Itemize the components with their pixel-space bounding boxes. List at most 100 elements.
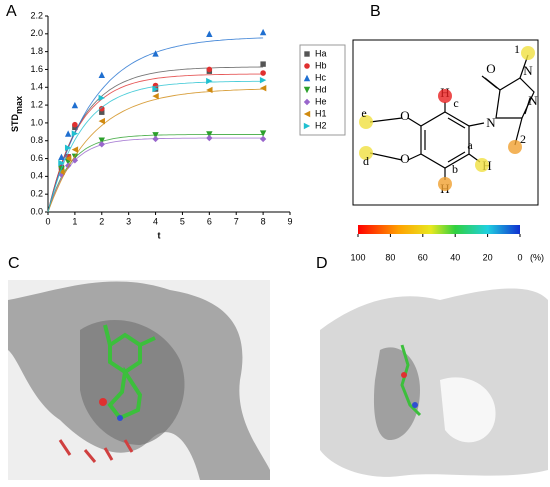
scale-tick-label: 0 <box>517 252 522 262</box>
site-label: 2 <box>520 132 526 146</box>
marker <box>98 94 105 102</box>
x-axis-label: t <box>158 230 161 240</box>
x-tick-label: 3 <box>126 216 131 226</box>
scale-tick-label: 80 <box>385 252 395 262</box>
marker <box>71 130 79 137</box>
scale-tick-label: 20 <box>483 252 493 262</box>
site-label: b <box>452 162 458 176</box>
panel-c-image <box>8 280 270 480</box>
y-tick-label: 1.0 <box>30 117 43 127</box>
scale-tick-label: 100 <box>350 252 365 262</box>
marker <box>58 153 65 160</box>
marker <box>259 130 267 137</box>
marker <box>71 157 79 164</box>
site-highlight <box>475 158 489 172</box>
site-label: a <box>467 138 473 152</box>
fit-curve <box>47 66 264 213</box>
marker <box>58 168 65 176</box>
marker <box>64 130 72 137</box>
marker <box>71 101 79 109</box>
site-highlight <box>438 177 452 191</box>
marker <box>304 51 310 57</box>
site-highlight <box>521 46 535 60</box>
site-label: 1 <box>514 42 520 56</box>
atom-label: O <box>486 61 495 76</box>
marker <box>303 110 311 118</box>
panel-label: B <box>370 3 381 20</box>
site-highlight <box>508 140 522 154</box>
marker <box>98 141 105 148</box>
legend-box <box>299 44 346 136</box>
y-tick-label: 2.0 <box>30 28 43 38</box>
marker <box>259 135 267 143</box>
x-tick-label: 5 <box>180 216 185 226</box>
marker <box>260 70 266 76</box>
legend-label: He <box>315 96 327 106</box>
y-axis-label-sub: max <box>14 96 24 114</box>
marker <box>304 63 310 69</box>
x-tick-label: 7 <box>234 216 239 226</box>
x-tick-label: 1 <box>72 216 77 226</box>
marker <box>98 137 105 144</box>
panel-d-image <box>320 288 548 477</box>
marker <box>64 162 72 169</box>
marker <box>206 77 213 85</box>
x-tick-label: 9 <box>287 216 292 226</box>
y-tick-label: 1.6 <box>30 64 43 74</box>
marker <box>260 61 266 67</box>
fit-curve <box>47 88 264 213</box>
marker <box>206 86 213 94</box>
y-tick-label: 1.2 <box>30 99 43 109</box>
scale-tick-label: 60 <box>418 252 428 262</box>
marker <box>64 155 72 162</box>
marker <box>259 84 267 92</box>
fit-curve <box>47 37 264 213</box>
scale-unit: (%) <box>530 252 544 262</box>
legend-label: H1 <box>315 108 327 118</box>
fit-curve <box>47 80 264 213</box>
color-scale-bar <box>358 225 520 234</box>
marker <box>152 85 159 93</box>
y-tick-label: 0.0 <box>30 206 43 216</box>
marker <box>99 109 105 115</box>
marker <box>58 171 65 178</box>
atom-label: N <box>486 115 496 130</box>
legend-label: Hc <box>315 72 326 82</box>
site-highlight <box>359 115 373 129</box>
marker <box>152 92 159 100</box>
structure-frame <box>352 39 539 206</box>
legend-label: Hd <box>315 84 327 94</box>
marker <box>152 135 159 143</box>
marker <box>259 28 267 36</box>
panel-label: C <box>8 255 20 272</box>
y-tick-label: 0.6 <box>30 153 43 163</box>
scale-tick-label: 40 <box>450 252 460 262</box>
y-tick-label: 0.2 <box>30 189 43 199</box>
marker <box>303 98 311 106</box>
legend-label: Hb <box>315 60 327 70</box>
y-tick-label: 0.8 <box>30 135 43 145</box>
marker <box>58 159 65 167</box>
fit-curve <box>47 73 264 213</box>
marker <box>71 146 79 153</box>
marker <box>206 131 213 138</box>
site-highlight <box>438 89 452 103</box>
marker <box>206 134 213 142</box>
x-tick-label: 8 <box>261 216 266 226</box>
y-axis-label-main: STD <box>10 114 20 133</box>
marker <box>206 30 213 38</box>
marker <box>259 76 267 84</box>
marker <box>303 122 311 130</box>
plot-a-frame <box>47 16 290 213</box>
marker <box>152 132 159 139</box>
marker <box>72 121 78 128</box>
x-tick-label: 2 <box>99 216 104 226</box>
site-highlight <box>359 146 373 160</box>
site-label: d <box>363 154 369 168</box>
marker <box>64 144 72 152</box>
y-tick-label: 2.2 <box>30 10 43 20</box>
marker <box>303 74 311 82</box>
y-tick-label: 0.4 <box>30 171 43 181</box>
atom-label: N <box>528 93 538 108</box>
